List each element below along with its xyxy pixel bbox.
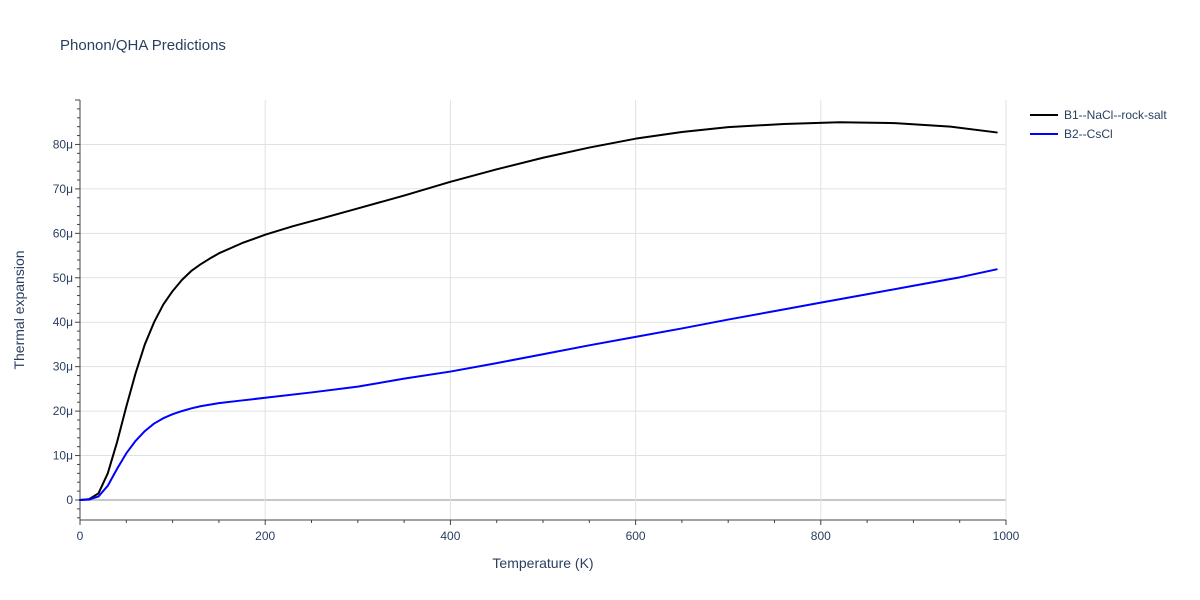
- series-line-2: [79, 268, 998, 501]
- y-tick-label: 60μ: [53, 226, 73, 240]
- y-tick-label: 80μ: [53, 137, 73, 151]
- grid-layer: [80, 100, 1007, 520]
- y-tick-label: 20μ: [53, 404, 73, 418]
- y-tick-label: 70μ: [53, 182, 73, 196]
- chart-title: Phonon/QHA Predictions: [60, 37, 226, 54]
- y-axis-title: Thermal expansion: [11, 250, 27, 369]
- legend-label: B2--CsCl: [1064, 127, 1113, 141]
- axes-layer: 0 10μ 20μ 30μ 40μ 50μ 60μ 70μ 80μ 0 200 400 600 800 10…: [53, 99, 1020, 543]
- x-tick-label: 200: [255, 529, 275, 543]
- y-tick-label: 30μ: [53, 360, 73, 374]
- legend-item-1[interactable]: B1--NaCl--rock-salt: [1030, 108, 1167, 122]
- legend-label: B1--NaCl--rock-salt: [1064, 108, 1167, 122]
- y-tick-label: 50μ: [53, 271, 73, 285]
- x-tick-label: 600: [626, 529, 646, 543]
- x-tick-label: 0: [77, 529, 84, 543]
- x-axis-title: Temperature (K): [492, 555, 593, 571]
- x-tick-label: 1000: [993, 529, 1020, 543]
- x-tick-label: 400: [440, 529, 460, 543]
- y-tick-label: 0: [66, 493, 73, 507]
- series-layer: [79, 121, 998, 501]
- legend[interactable]: B1--NaCl--rock-salt B2--CsCl: [1030, 108, 1167, 141]
- y-tick-label: 10μ: [53, 449, 73, 463]
- x-tick-label: 800: [811, 529, 831, 543]
- y-tick-label: 40μ: [53, 315, 73, 329]
- series-line-1: [79, 121, 998, 501]
- legend-item-2[interactable]: B2--CsCl: [1030, 127, 1113, 141]
